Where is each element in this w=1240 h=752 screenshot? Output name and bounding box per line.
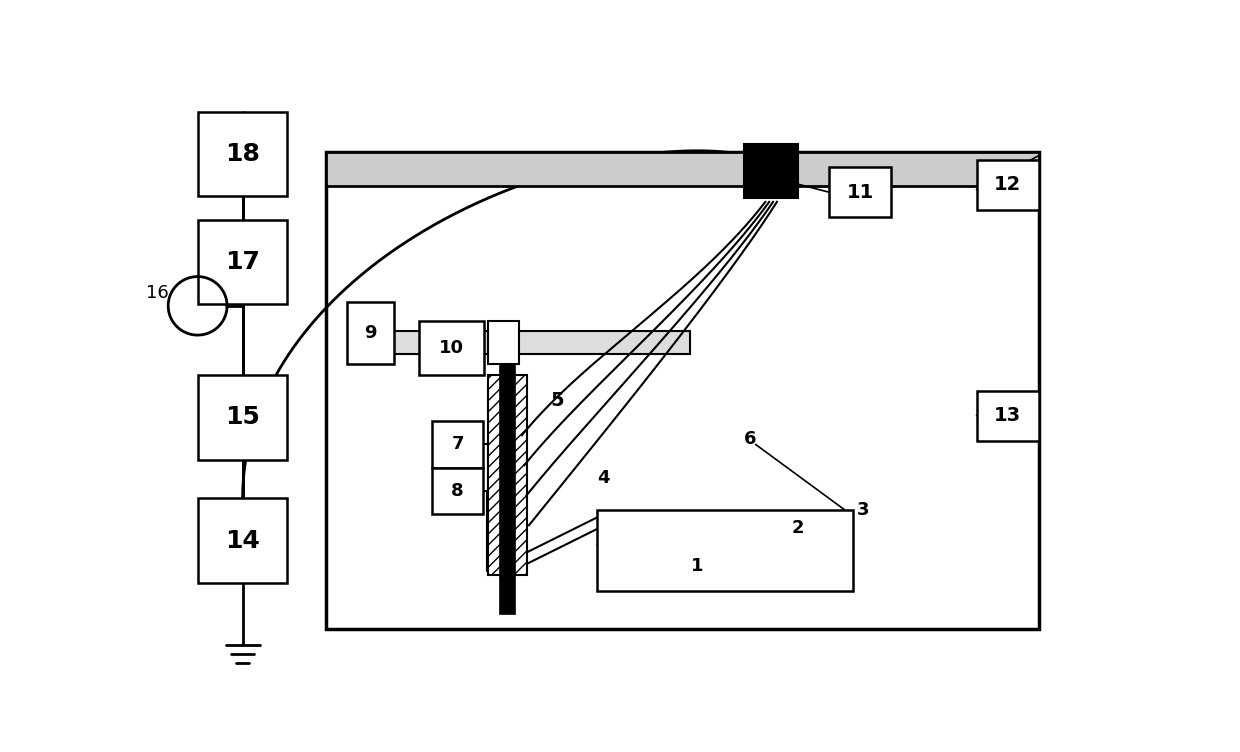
Text: 13: 13 (994, 406, 1021, 425)
Bar (197, 112, 286, 196)
Text: 10: 10 (439, 339, 464, 357)
Text: 17: 17 (224, 250, 259, 274)
Bar (977, 390, 1039, 441)
Text: 7: 7 (451, 435, 464, 453)
Bar (830, 167, 892, 217)
Bar (433, 468, 482, 514)
Text: 3: 3 (857, 502, 869, 520)
Bar (197, 220, 286, 305)
Text: 14: 14 (224, 529, 259, 553)
Text: 2: 2 (792, 519, 805, 537)
Bar (596, 510, 853, 591)
Bar (977, 159, 1039, 210)
Text: 18: 18 (224, 142, 259, 166)
Bar (489, 375, 527, 575)
Bar (197, 375, 286, 459)
Text: 1: 1 (691, 557, 704, 575)
Bar (489, 321, 520, 363)
Bar (197, 499, 286, 583)
Bar (325, 152, 1039, 629)
Text: 15: 15 (224, 405, 259, 429)
Bar (433, 421, 482, 468)
Text: 9: 9 (365, 324, 377, 342)
Bar (325, 152, 1039, 186)
Text: 16: 16 (146, 284, 169, 302)
Text: 4: 4 (596, 469, 609, 487)
Bar (419, 321, 485, 375)
Bar (500, 363, 516, 614)
Text: 12: 12 (994, 175, 1021, 194)
Bar (347, 302, 394, 363)
Text: 8: 8 (451, 481, 464, 499)
Text: 11: 11 (847, 183, 874, 202)
Bar (744, 144, 799, 198)
Bar (387, 331, 689, 354)
Text: 6: 6 (744, 430, 756, 448)
Text: 5: 5 (551, 391, 564, 410)
